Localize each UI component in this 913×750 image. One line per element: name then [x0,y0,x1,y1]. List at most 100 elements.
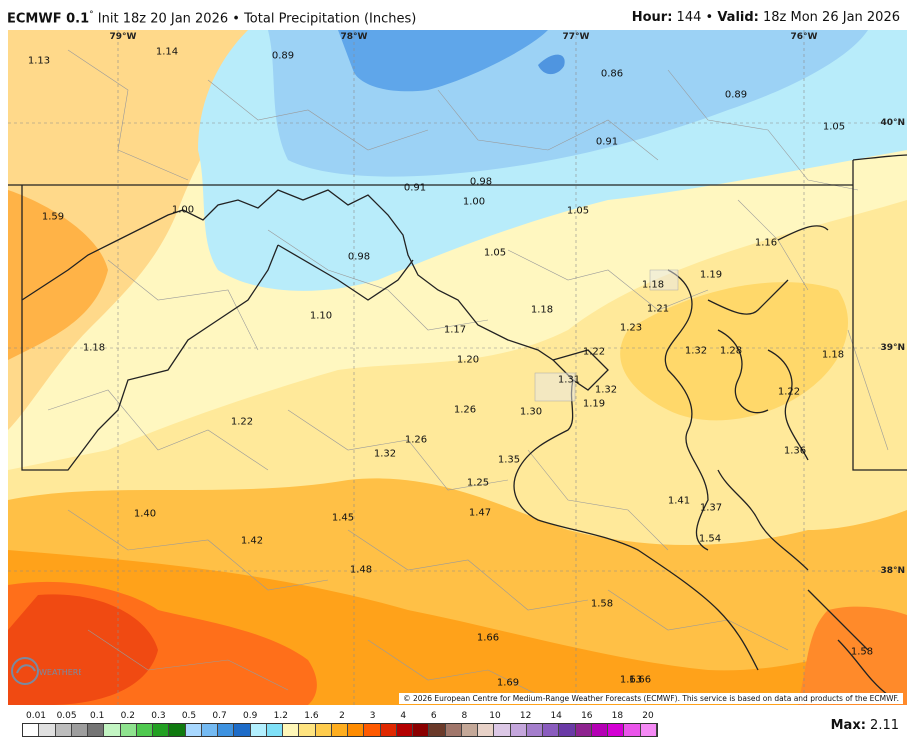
legend-swatch [543,724,560,736]
map-canvas [8,30,907,705]
legend-swatch [526,724,543,736]
title-bullet: • [232,11,240,27]
precip-value: 1.58 [590,598,614,610]
legend-swatch [23,724,40,736]
legend-swatch [39,724,56,736]
precip-value: 1.00 [171,204,195,216]
legend-tick: 8 [461,711,468,721]
legend-swatch [185,724,202,736]
legend-swatch [478,724,495,736]
color-legend [22,723,658,737]
legend-swatch [104,724,121,736]
precip-value: 1.10 [309,310,333,322]
precip-value: 1.32 [373,448,397,460]
bay-orange-zone [620,282,848,421]
precip-value: 1.22 [777,386,801,398]
precip-value: 1.58 [850,646,874,658]
precip-value: 1.18 [82,342,106,354]
precip-value: 1.16 [754,237,778,249]
precip-value: 1.19 [582,398,606,410]
legend-tick: 1.2 [273,711,288,721]
legend-tick: 14 [550,711,562,721]
precip-value: 0.86 [600,68,624,80]
precip-value: 1.32 [594,384,618,396]
precip-value: 0.89 [271,50,295,62]
precip-value: 1.45 [331,512,355,524]
longitude-label: 79°W [109,32,137,42]
legend-swatch [591,724,608,736]
legend-tick: 0.2 [120,711,135,721]
legend-swatch [413,724,430,736]
sw-red-core [8,594,158,705]
precip-value: 1.23 [619,322,643,334]
legend-tick: 6 [430,711,437,721]
precip-value: 1.66 [476,632,500,644]
legend-tick: 12 [519,711,532,721]
legend-swatch [331,724,348,736]
legend-swatch [71,724,88,736]
legend-swatch [169,724,186,736]
precip-value: 1.59 [41,211,65,223]
legend-tick: 20 [642,711,654,721]
legend-swatch [396,724,413,736]
precip-value: 1.37 [699,502,723,514]
longitude-label: 76°W [790,32,818,42]
precip-value: 1.22 [582,346,606,358]
legend-swatch [348,724,365,736]
legend-swatch [315,724,332,736]
max-value: Max: 2.11 [831,718,899,733]
legend-swatch [510,724,527,736]
valid-label: Valid: [717,10,759,25]
product-name: Total Precipitation (Inches) [244,11,417,27]
init-time: Init 18z 20 Jan 2026 [97,11,229,27]
legend-tick: 0.05 [56,711,77,721]
valid-bullet: • [705,10,714,25]
legend-tick: 18 [611,711,624,721]
state-borders [8,154,907,696]
legend-swatch [120,724,137,736]
precip-value: 0.98 [469,176,493,188]
legend-tick: 16 [581,711,593,721]
legend-tick: 0.01 [25,711,47,721]
precip-value: 0.89 [724,89,748,101]
legend-tick: 2 [339,711,345,721]
legend-swatch [283,724,300,736]
precip-value: 1.18 [641,279,665,291]
legend-tick: 0.7 [212,711,227,721]
precip-value: 1.21 [646,303,670,315]
logo-text: WEATHERBELL [39,668,81,677]
legend-swatch [364,724,381,736]
legend-swatch [201,724,218,736]
precip-value: 1.63 [619,674,643,686]
legend-tick: 0.3 [151,711,166,721]
precipitation-map[interactable]: 79°W 78°W 77°W 76°W 40°N 39°N 38°N 1.13 1.14 0.… [8,30,907,705]
precip-value: 1.47 [468,507,492,519]
precip-value: 1.14 [155,46,179,58]
latitude-label: 40°N [880,118,905,128]
longitude-label: 78°W [340,32,368,42]
legend-swatch [136,724,153,736]
hour-value: 144 [676,10,702,25]
legend-swatch [608,724,625,736]
precip-value: 1.54 [698,533,722,545]
blue-core [338,30,548,92]
degree-sign: ° [89,10,94,20]
precip-value: 1.66 [628,674,652,686]
forecast-time: Hour: 144 • Valid: 18z Mon 26 Jan 2026 [632,10,900,25]
weatherbell-logo: WEATHERBELL [11,653,81,689]
precip-value: 1.18 [821,349,845,361]
longitude-label: 77°W [562,32,590,42]
legend-swatch [461,724,478,736]
model-name: ECMWF 0.1 [7,11,90,27]
valid-value: 18z Mon 26 Jan 2026 [763,10,900,25]
precip-value: 1.26 [453,404,477,416]
legend-swatch [624,724,641,736]
county-lines [47,49,889,701]
precip-value: 1.40 [133,508,157,520]
legend-swatch [250,724,267,736]
legend-tick: 0.9 [243,711,258,721]
header-bar: ECMWF 0.1° Init 18z 20 Jan 2026 • Total … [0,0,913,30]
latitude-label: 39°N [880,343,905,353]
precip-value: 1.05 [566,205,590,217]
precip-value: 1.42 [240,535,264,547]
